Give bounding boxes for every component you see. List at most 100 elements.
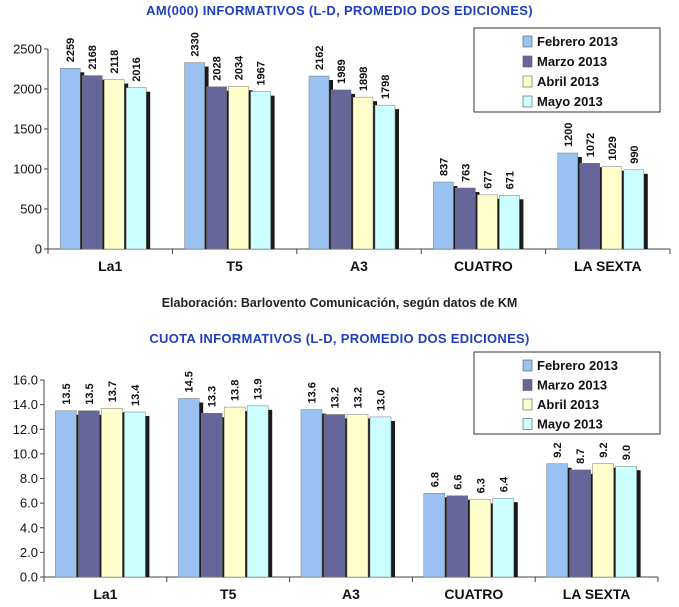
- chart1-data-label: 677: [482, 170, 494, 188]
- chart1-legend-swatch: [522, 35, 533, 48]
- chart2-data-label: 6.6: [452, 474, 464, 489]
- chart1-y-tick-label: 0: [35, 242, 42, 257]
- chart1-data-label: 1029: [607, 136, 619, 160]
- chart1-category-label: A3: [350, 258, 368, 274]
- chart2-data-label: 6.3: [475, 478, 487, 493]
- chart2-bar-abril-2013: [101, 408, 123, 578]
- chart1-bar-abril-2013: [477, 194, 498, 250]
- chart2-bar-abril-2013: [592, 463, 614, 578]
- chart1-y-tick-label: 500: [20, 202, 42, 217]
- chart2-bar-febrero-2013: [300, 409, 323, 578]
- chart2-bar-marzo-2013: [446, 495, 469, 578]
- chart1-bar-mayo-2013: [623, 169, 645, 250]
- chart2-data-label: 9.0: [621, 445, 633, 460]
- chart2-legend-box: [473, 351, 661, 435]
- chart1-bar-marzo-2013: [330, 89, 352, 250]
- chart2-category-label: La1: [93, 586, 117, 602]
- source-caption: Elaboración: Barlovento Comunicación, se…: [161, 296, 518, 310]
- chart1-data-label: 1967: [256, 61, 268, 85]
- chart2-y-tick-label: 2.0: [20, 545, 38, 560]
- chart1-data-label: 837: [438, 158, 450, 176]
- chart1-data-label: 990: [629, 145, 641, 163]
- chart2-bar-mayo-2013: [369, 416, 392, 578]
- chart1-y-tick-label: 2500: [13, 42, 42, 57]
- chart2-bar-mayo-2013: [615, 465, 637, 578]
- chart1-bar-febrero-2013: [308, 75, 330, 250]
- chart2-legend-swatch: [522, 359, 533, 372]
- chart2-y-tick-label: 6.0: [20, 496, 38, 511]
- chart2-y-tick-label: 4.0: [20, 520, 38, 535]
- chart2-data-label: 13.2: [353, 387, 365, 408]
- chart2-y-tick-label: 0.0: [20, 570, 38, 585]
- chart2-bar-febrero-2013: [423, 493, 446, 578]
- chart1-legend-label: Marzo 2013: [537, 54, 607, 69]
- chart1-bar-marzo-2013: [206, 86, 227, 250]
- chart1-bar-febrero-2013: [557, 152, 579, 250]
- chart2-category-label: T5: [220, 586, 237, 602]
- chart2-legend-label: Febrero 2013: [537, 358, 618, 373]
- chart1-bar-abril-2013: [601, 166, 623, 250]
- chart1-legend-label: Mayo 2013: [537, 94, 603, 109]
- chart2-data-label: 8.7: [575, 449, 587, 464]
- chart2-data-label: 9.2: [598, 442, 610, 457]
- chart2-bar-mayo-2013: [246, 405, 269, 578]
- chart2-y-tick-label: 8.0: [20, 471, 38, 486]
- chart1-bar-mayo-2013: [499, 195, 520, 250]
- chart1-data-label: 2034: [234, 55, 246, 80]
- chart1-bar-febrero-2013: [59, 68, 81, 250]
- chart2-legend-label: Abril 2013: [537, 397, 599, 412]
- chart1-data-label: 763: [460, 164, 472, 182]
- chart1-y-tick-label: 1000: [13, 162, 42, 177]
- chart1-bar-marzo-2013: [579, 162, 601, 250]
- chart2-bar-abril-2013: [346, 414, 369, 578]
- chart2-bar-febrero-2013: [546, 463, 568, 578]
- chart2-y-tick-label: 10.0: [13, 446, 38, 461]
- chart2-data-label: 13.6: [307, 382, 319, 403]
- chart1-data-label: 1072: [585, 133, 597, 157]
- chart2-bar-febrero-2013: [177, 398, 200, 578]
- chart1-category-label: T5: [226, 258, 243, 274]
- chart1-legend-swatch: [522, 75, 533, 88]
- chart1-legend-swatch: [522, 95, 533, 108]
- chart2-bar-febrero-2013: [55, 410, 77, 578]
- chart2-data-label: 6.4: [498, 476, 510, 492]
- chart2-data-label: 13.0: [376, 390, 388, 411]
- chart2-data-label: 9.2: [552, 442, 564, 457]
- chart2-legend-swatch: [522, 398, 533, 411]
- chart2-legend-label: Mayo 2013: [537, 417, 603, 432]
- chart2-category-label: LA SEXTA: [563, 586, 631, 602]
- chart1-bar-febrero-2013: [433, 181, 454, 250]
- chart2-y-tick-label: 14.0: [13, 397, 38, 412]
- chart1-data-label: 2118: [109, 50, 121, 74]
- chart2-data-label: 13.5: [61, 383, 73, 404]
- chart1-bar-mayo-2013: [125, 87, 147, 250]
- chart1-plot: 0 500 1000 1500 2000 2500 2259 2168 2118 2016 La1 2…: [13, 27, 671, 274]
- chart1-bar-abril-2013: [228, 86, 249, 250]
- chart2-y-tick-label: 16.0: [13, 373, 38, 388]
- chart1-data-label: 2330: [190, 32, 202, 56]
- chart2-bar-marzo-2013: [323, 414, 346, 578]
- chart1-category-label: La1: [98, 258, 122, 274]
- chart1-legend-label: Abril 2013: [537, 74, 599, 89]
- chart1-data-label: 1898: [358, 67, 370, 91]
- chart1-data-label: 2016: [131, 57, 143, 81]
- chart2-legend-label: Marzo 2013: [537, 378, 607, 393]
- chart1-data-label: 1798: [380, 75, 392, 99]
- chart2-bar-marzo-2013: [78, 410, 100, 578]
- chart2-data-label: 13.7: [107, 381, 119, 402]
- chart1-legend-swatch: [522, 55, 533, 68]
- chart1-data-label: 2168: [87, 45, 99, 69]
- chart1-bar-marzo-2013: [81, 75, 103, 250]
- chart2-data-label: 13.2: [330, 387, 342, 408]
- chart2-bar-marzo-2013: [569, 469, 591, 578]
- chart2-data-label: 13.5: [84, 383, 96, 404]
- chart1-data-label: 2028: [212, 56, 224, 80]
- chart2-data-label: 13.3: [207, 386, 219, 407]
- chart1-category-label: LA SEXTA: [574, 258, 642, 274]
- chart2-bar-marzo-2013: [200, 412, 223, 578]
- chart2-data-label: 6.8: [429, 472, 441, 487]
- chart1-legend-box: [473, 27, 661, 113]
- chart2-data-label: 13.4: [130, 384, 142, 406]
- chart1-bar-febrero-2013: [184, 62, 205, 250]
